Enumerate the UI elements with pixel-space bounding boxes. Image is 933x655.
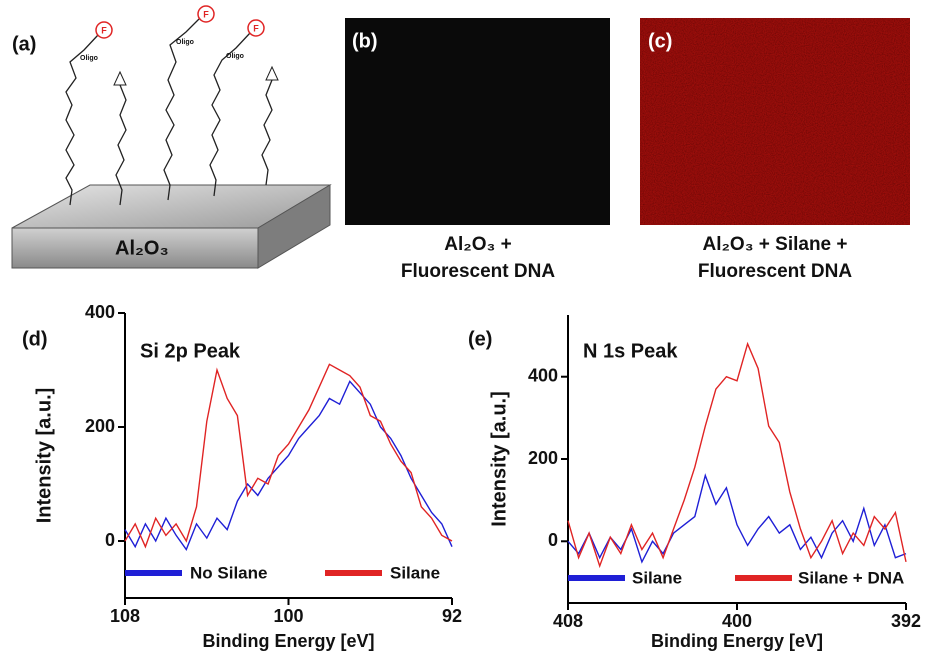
chain	[209, 32, 251, 197]
y-tick-label: 200	[85, 416, 115, 436]
panel-a: Al₂O₃ (a) F F F Oligo Oligo Oligo	[11, 5, 332, 269]
caption: Al₂O₃ +	[444, 234, 511, 255]
legend-label: Silane	[390, 563, 440, 582]
fluorophore	[95, 21, 113, 39]
slab-side	[257, 184, 331, 269]
probe-label: Oligo	[226, 53, 244, 60]
y-tick-label: 0	[548, 530, 558, 550]
caption: Fluorescent DNA	[698, 261, 852, 282]
y-tick-label: 400	[85, 302, 115, 322]
fluorophore	[247, 19, 265, 37]
panel-label: (e)	[468, 328, 492, 350]
series-line	[567, 473, 907, 564]
y-tick-label: 0	[105, 530, 115, 550]
panel-label: (c)	[648, 30, 672, 52]
x-tick-label: 108	[110, 606, 140, 626]
y-tick-label: 400	[528, 365, 558, 385]
chart-title: N 1s Peak	[583, 340, 678, 362]
probe-label: Oligo	[80, 55, 98, 62]
fluorophore	[197, 5, 215, 23]
y-tick-label: 200	[528, 448, 558, 468]
panel-label: (d)	[22, 328, 48, 350]
probe-label: Oligo	[176, 39, 194, 46]
caption: Al₂O₃ + Silane +	[702, 234, 847, 255]
epoxide	[113, 70, 127, 86]
legend-label: Silane	[632, 568, 682, 587]
fluorophore-label: F	[253, 23, 259, 33]
x-tick-label: 392	[891, 611, 921, 631]
series-line	[567, 341, 907, 569]
molecules: F F F Oligo Oligo Oligo	[65, 5, 279, 206]
x-tick-label: 400	[722, 611, 752, 631]
x-axis-label: Binding Energy [eV]	[651, 631, 823, 651]
fluorescence-image	[345, 18, 610, 225]
caption: Fluorescent DNA	[401, 261, 555, 282]
x-tick-label: 408	[553, 611, 583, 631]
substrate-label: Al₂O₃	[115, 237, 169, 259]
legend-label: No Silane	[190, 563, 267, 582]
chain	[115, 84, 127, 206]
x-tick-label: 100	[273, 606, 303, 626]
x-tick-label: 92	[442, 606, 462, 626]
image-texture	[640, 18, 910, 225]
fluorophore-label: F	[101, 25, 107, 35]
x-axis-label: Binding Energy [eV]	[202, 631, 374, 651]
legend-label: Silane + DNA	[798, 568, 904, 587]
y-axis-label: Intensity [a.u.]	[33, 388, 55, 524]
chain	[65, 34, 99, 206]
chain	[261, 79, 273, 186]
epoxide	[265, 65, 279, 81]
panel-label: (b)	[352, 30, 378, 52]
panel-label: (a)	[12, 33, 36, 55]
series-line	[124, 380, 453, 551]
chart-title: Si 2p Peak	[140, 340, 241, 362]
y-axis-label: Intensity [a.u.]	[488, 391, 510, 527]
series-line	[124, 363, 453, 549]
fluorophore-label: F	[203, 9, 209, 19]
chain	[163, 17, 201, 201]
